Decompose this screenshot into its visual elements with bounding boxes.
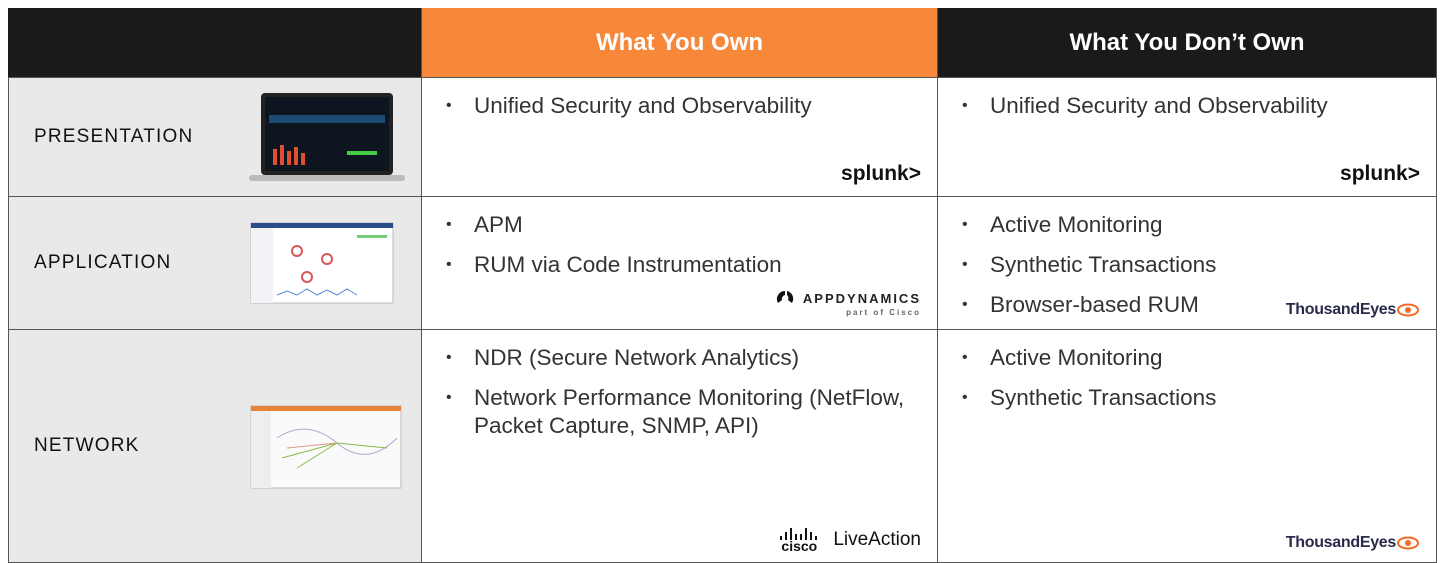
bullet-item: Unified Security and Observability: [962, 92, 1422, 120]
row-header: PRESENTATION: [8, 78, 422, 197]
logo-subtext: part of Cisco: [846, 307, 921, 317]
bullet-item: Synthetic Transactions: [962, 384, 1422, 412]
logo-text: ThousandEyes: [1285, 534, 1397, 551]
bullet-item: Synthetic Transactions: [962, 251, 1422, 279]
bullet-item: RUM via Code Instrumentation: [446, 251, 914, 279]
vendor-logo: APPDYNAMICS part of Cisco: [775, 289, 921, 317]
bullet-item: APM: [446, 211, 914, 239]
bullet-item: NDR (Secure Network Analytics): [446, 344, 914, 372]
logo-text: LiveAction: [833, 529, 921, 550]
table-cell: Unified Security and Observability splunk…: [422, 78, 938, 197]
comparison-table: What You Own What You Don’t Own PRESENTA…: [8, 8, 1437, 563]
corner-cell: [8, 8, 422, 78]
cisco-bars: [780, 528, 818, 540]
column-header: What You Own: [422, 8, 938, 78]
logo-eye: [1397, 536, 1419, 550]
vendor-logo: ThousandEyes: [1286, 534, 1420, 552]
bullet-list: Unified Security and Observability: [938, 78, 1436, 120]
vendor-logo: splunk>: [841, 162, 921, 186]
bullet-list: Active Monitoring Synthetic Transactions B…: [938, 197, 1436, 319]
logo-text: APPDYNAMICS part of Cisco: [802, 290, 921, 317]
logo-text: ThousandEyes: [1285, 301, 1397, 318]
table-cell: Active Monitoring Synthetic Transactions B…: [938, 197, 1437, 330]
bullet-list: NDR (Secure Network Analytics) Network Pe…: [422, 330, 937, 440]
bullet-item: Unified Security and Observability: [446, 92, 914, 120]
table-cell: NDR (Secure Network Analytics) Network Pe…: [422, 330, 938, 563]
vendor-logo: cisco LiveAction: [779, 528, 921, 554]
bullet-item: Active Monitoring: [962, 211, 1422, 239]
logo-text: cisco: [781, 538, 818, 554]
row-label: PRESENTATION: [34, 126, 194, 147]
table-cell: APM RUM via Code Instrumentation APPDYNAMI…: [422, 197, 938, 330]
bullet-list: APM RUM via Code Instrumentation: [422, 197, 937, 279]
bullet-list: Active Monitoring Synthetic Transactions: [938, 330, 1436, 412]
vendor-logo: ThousandEyes: [1286, 301, 1420, 319]
bullet-list: Unified Security and Observability: [422, 78, 937, 120]
vendor-logo: splunk>: [1340, 162, 1420, 186]
network-thumbnail: [250, 405, 402, 489]
dashboard-thumbnail: [249, 93, 405, 181]
bullet-item: Active Monitoring: [962, 344, 1422, 372]
bullet-item: Browser-based RUM: [962, 291, 1422, 319]
table-cell: Active Monitoring Synthetic Transactions T…: [938, 330, 1437, 563]
logo-eye: [1397, 303, 1419, 317]
table-cell: Unified Security and Observability splunk…: [938, 78, 1437, 197]
row-header: APPLICATION: [8, 197, 422, 330]
logo-text: splunk>: [1340, 162, 1420, 185]
logo-text: splunk>: [841, 162, 921, 185]
logo-icon: [776, 290, 794, 303]
bullet-item: Network Performance Monitoring (NetFlow,…: [446, 384, 914, 440]
row-label: APPLICATION: [34, 252, 172, 273]
logo-text: cisco: [779, 528, 819, 554]
column-header: What You Don’t Own: [938, 8, 1437, 78]
row-header: NETWORK: [8, 330, 422, 563]
apm-thumbnail: [250, 222, 394, 304]
row-label: NETWORK: [34, 435, 140, 456]
